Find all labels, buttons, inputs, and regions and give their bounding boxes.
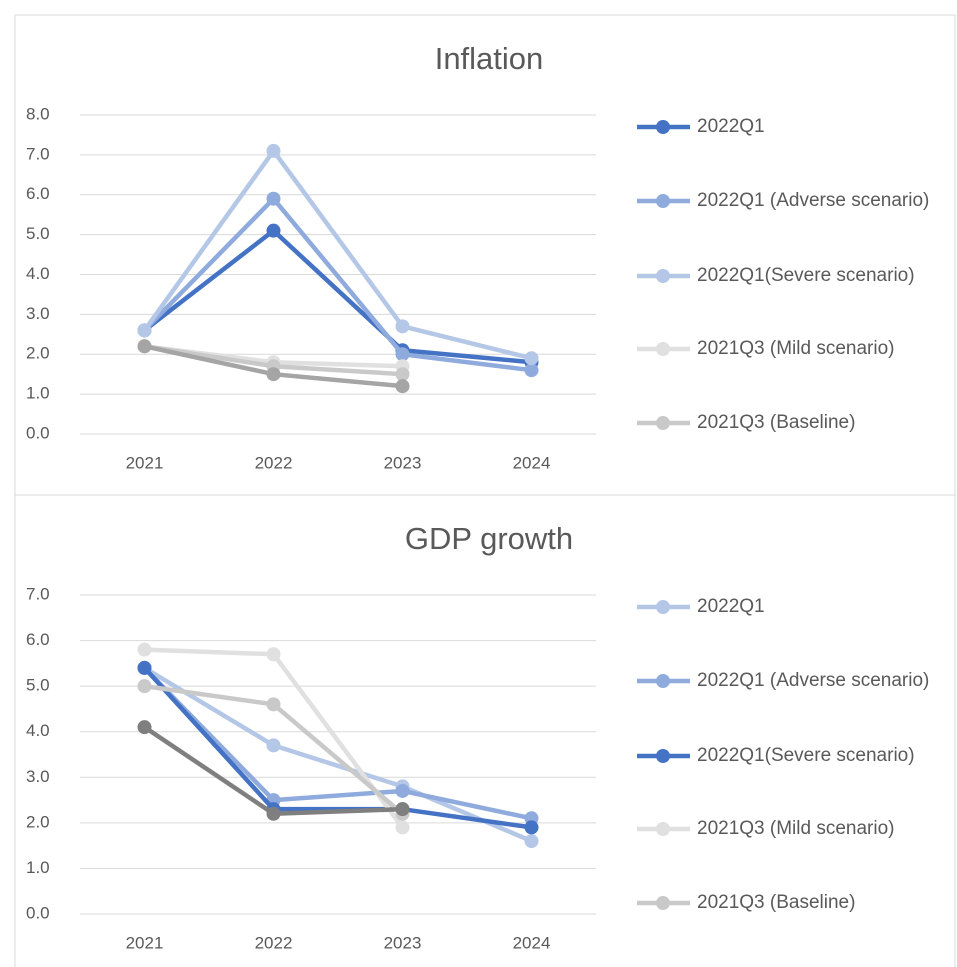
chart-title: GDP growth (405, 521, 573, 556)
data-point (524, 351, 539, 366)
legend-label: 2022Q1 (697, 596, 765, 617)
legend-label: 2022Q1(Severe scenario) (697, 265, 915, 286)
data-point (395, 379, 410, 394)
y-tick-label: 4.0 (26, 721, 50, 740)
y-tick-label: 3.0 (26, 767, 50, 786)
legend-marker (656, 749, 670, 763)
legend-label: 2022Q1 (697, 116, 765, 137)
series-line (143, 665, 533, 844)
data-point (395, 367, 410, 382)
series-line (142, 196, 532, 373)
legend-marker (656, 194, 670, 208)
data-point (395, 347, 410, 362)
y-tick-label: 1.0 (26, 384, 50, 403)
y-tick-label: 7.0 (26, 144, 50, 163)
legend-label: 2022Q1 (Adverse scenario) (697, 190, 930, 211)
data-point (266, 143, 281, 158)
legend-marker (656, 269, 670, 283)
data-point (137, 642, 152, 657)
data-point (137, 720, 152, 735)
legend-label: 2021Q3 (Baseline) (697, 892, 856, 913)
legend-label: 2021Q3 (Mild scenario) (697, 338, 895, 359)
y-tick-label: 5.0 (26, 224, 50, 243)
y-tick-label: 5.0 (26, 676, 50, 695)
legend-marker (656, 600, 670, 614)
x-tick-label: 2021 (126, 933, 164, 952)
y-tick-label: 3.0 (26, 304, 50, 323)
data-point (524, 820, 539, 835)
y-tick-label: 0.0 (26, 903, 50, 922)
x-tick-label: 2024 (513, 453, 551, 472)
data-point (524, 363, 539, 378)
data-point (266, 806, 281, 821)
legend-marker (656, 674, 670, 688)
y-tick-label: 6.0 (26, 184, 50, 203)
data-point (524, 834, 539, 849)
data-point (395, 319, 410, 334)
legend-marker (656, 416, 670, 430)
y-tick-label: 2.0 (26, 344, 50, 363)
legend-label: 2022Q1 (Adverse scenario) (697, 670, 930, 691)
y-tick-label: 7.0 (26, 584, 50, 603)
x-tick-label: 2022 (255, 453, 293, 472)
data-point (137, 660, 152, 675)
data-point (395, 802, 410, 817)
data-point (266, 647, 281, 662)
x-tick-label: 2023 (384, 453, 422, 472)
x-tick-label: 2023 (384, 933, 422, 952)
data-point (395, 820, 410, 835)
x-tick-label: 2022 (255, 933, 293, 952)
legend-label: 2021Q3 (Baseline) (697, 412, 856, 433)
legend-marker (656, 896, 670, 910)
data-point (266, 738, 281, 753)
data-point (137, 323, 152, 338)
y-tick-label: 6.0 (26, 630, 50, 649)
chart-title: Inflation (435, 41, 544, 76)
legend-marker (656, 342, 670, 356)
data-point (137, 679, 152, 694)
legend-marker (656, 822, 670, 836)
chart-frame (14, 494, 956, 967)
data-point (266, 367, 281, 382)
y-tick-label: 0.0 (26, 423, 50, 442)
x-tick-label: 2021 (126, 453, 164, 472)
legend-label: 2021Q3 (Mild scenario) (697, 818, 895, 839)
y-tick-label: 1.0 (26, 858, 50, 877)
data-point (395, 783, 410, 798)
y-tick-label: 4.0 (26, 264, 50, 283)
data-point (266, 223, 281, 238)
series-line (142, 148, 533, 361)
legend-label: 2022Q1(Severe scenario) (697, 745, 915, 766)
y-tick-label: 2.0 (26, 812, 50, 831)
data-point (137, 339, 152, 354)
legend-marker (656, 120, 670, 134)
series-line (142, 666, 532, 830)
y-tick-label: 8.0 (26, 104, 50, 123)
data-point (266, 697, 281, 712)
series-line (142, 666, 532, 821)
series-line (143, 228, 532, 365)
x-tick-label: 2024 (513, 933, 551, 952)
data-point (266, 191, 281, 206)
